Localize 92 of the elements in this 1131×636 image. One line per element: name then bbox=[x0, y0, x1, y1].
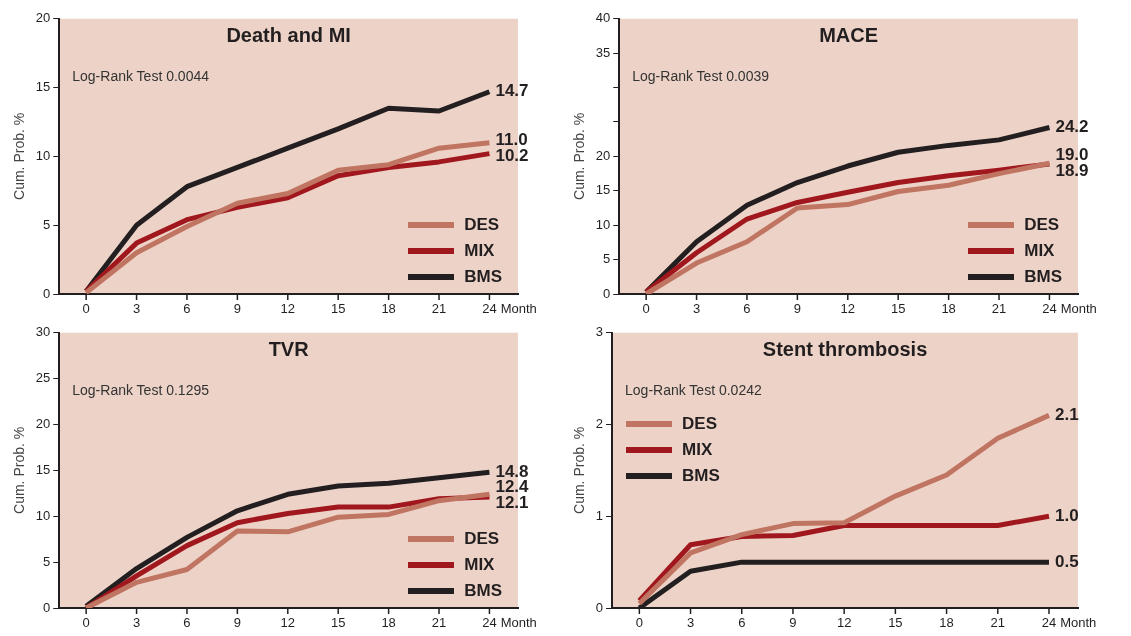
x-tick-label: 15 bbox=[330, 301, 346, 317]
data-label: 0.5 bbox=[1054, 551, 1079, 571]
chart-title: MACE bbox=[819, 24, 879, 47]
y-axis-title: Cum. Prob. % bbox=[11, 426, 28, 514]
x-tick-label: 21 bbox=[990, 615, 1006, 631]
x-tick-label: 24 bbox=[1041, 615, 1057, 631]
x-tick-label: 9 bbox=[233, 301, 241, 317]
y-tick-label: 1 bbox=[595, 507, 604, 523]
x-tick-label: 15 bbox=[330, 615, 346, 631]
x-tick-label: 6 bbox=[738, 615, 746, 631]
x-tick-label: 12 bbox=[280, 301, 296, 317]
data-label: 14.7 bbox=[495, 81, 529, 101]
y-axis-title: Cum. Prob. % bbox=[571, 426, 588, 514]
x-tick-label: 9 bbox=[233, 615, 241, 631]
x-tick-label: 18 bbox=[381, 301, 396, 317]
x-tick-label: 24 bbox=[1042, 301, 1057, 317]
x-axis-title: Month bbox=[500, 301, 537, 317]
y-axis-title: Cum. Prob. % bbox=[571, 112, 588, 200]
y-axis-title: Cum. Prob. % bbox=[11, 112, 28, 200]
x-tick-label: 9 bbox=[789, 615, 797, 631]
y-tick-label: 0 bbox=[603, 285, 611, 301]
x-axis-title: Month bbox=[500, 615, 537, 631]
x-axis-title: Month bbox=[1060, 615, 1097, 631]
x-tick-label: 0 bbox=[82, 615, 90, 631]
x-tick-label: 24 bbox=[482, 615, 497, 631]
y-tick-label: 0 bbox=[43, 285, 51, 301]
annotation: Log-Rank Test 0.0039 bbox=[632, 67, 770, 84]
legend-label: DES bbox=[464, 529, 500, 549]
x-tick-label: 3 bbox=[692, 301, 701, 317]
legend-label: BMS bbox=[464, 581, 502, 601]
legend-label: BMS bbox=[1024, 267, 1062, 287]
legend-label: MIX bbox=[464, 555, 495, 575]
x-tick-label: 3 bbox=[132, 615, 141, 631]
x-tick-label: 0 bbox=[82, 301, 90, 317]
annotation: Log-Rank Test 0.1295 bbox=[72, 381, 210, 398]
x-tick-label: 15 bbox=[890, 301, 906, 317]
x-tick-label: 21 bbox=[431, 301, 447, 317]
x-tick-label: 21 bbox=[431, 615, 447, 631]
legend-label: DES bbox=[464, 215, 500, 235]
x-tick-label: 6 bbox=[183, 301, 191, 317]
y-tick-label: 20 bbox=[35, 416, 51, 432]
x-tick-label: 6 bbox=[183, 615, 191, 631]
x-tick-label: 9 bbox=[793, 301, 801, 317]
y-tick-label: 2 bbox=[595, 416, 604, 432]
x-tick-label: 21 bbox=[991, 301, 1007, 317]
chart-title: Death and MI bbox=[226, 24, 351, 47]
y-tick-label: 5 bbox=[43, 553, 51, 569]
legend-label: MIX bbox=[682, 439, 713, 460]
y-tick-label: 15 bbox=[595, 182, 611, 198]
legend-label: BMS bbox=[682, 465, 720, 486]
x-tick-label: 18 bbox=[381, 615, 396, 631]
y-tick-label: 10 bbox=[35, 507, 51, 523]
x-tick-label: 12 bbox=[280, 615, 296, 631]
data-label: 1.0 bbox=[1054, 505, 1079, 525]
x-tick-label: 12 bbox=[836, 615, 852, 631]
x-tick-label: 3 bbox=[132, 301, 141, 317]
y-tick-label: 0 bbox=[43, 599, 51, 615]
x-tick-label: 3 bbox=[686, 615, 695, 631]
x-tick-label: 15 bbox=[888, 615, 903, 631]
x-tick-label: 0 bbox=[635, 615, 643, 631]
y-tick-label: 35 bbox=[595, 44, 611, 60]
x-tick-label: 18 bbox=[941, 301, 956, 317]
legend-label: MIX bbox=[1024, 241, 1055, 261]
x-tick-label: 0 bbox=[642, 301, 650, 317]
y-tick-label: 15 bbox=[35, 79, 51, 95]
legend-label: DES bbox=[682, 413, 717, 434]
y-tick-label: 10 bbox=[595, 216, 611, 232]
y-tick-label: 15 bbox=[35, 461, 51, 477]
chart-title: TVR bbox=[268, 338, 310, 361]
x-tick-label: 12 bbox=[840, 301, 856, 317]
y-tick-label: 10 bbox=[35, 147, 51, 163]
x-tick-label: 24 bbox=[482, 301, 497, 317]
x-axis-title: Month bbox=[1060, 301, 1097, 317]
x-tick-label: 6 bbox=[743, 301, 751, 317]
y-tick-label: 20 bbox=[35, 10, 51, 26]
y-tick-label: 0 bbox=[595, 599, 604, 615]
chart-title: Stent thrombosis bbox=[762, 338, 928, 361]
legend-label: DES bbox=[1024, 215, 1060, 235]
y-tick-label: 40 bbox=[595, 10, 611, 26]
data-label: 24.2 bbox=[1055, 117, 1089, 137]
y-tick-label: 3 bbox=[595, 324, 604, 340]
annotation: Log-Rank Test 0.0044 bbox=[72, 67, 210, 84]
legend-label: BMS bbox=[464, 267, 502, 287]
y-tick-label: 5 bbox=[43, 216, 51, 232]
annotation: Log-Rank Test 0.0242 bbox=[625, 381, 762, 398]
y-tick-label: 20 bbox=[595, 147, 611, 163]
y-tick-label: 25 bbox=[35, 370, 51, 386]
legend-label: MIX bbox=[464, 241, 495, 261]
y-tick-label: 30 bbox=[35, 324, 51, 340]
data-label: 2.1 bbox=[1054, 405, 1079, 425]
y-tick-label: 5 bbox=[603, 251, 611, 267]
x-tick-label: 18 bbox=[939, 615, 954, 631]
